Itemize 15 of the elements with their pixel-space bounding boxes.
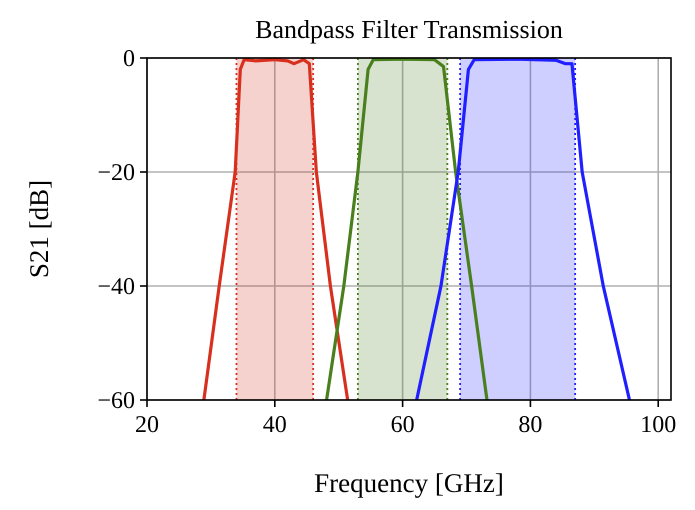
x-tick-label: 80 (518, 412, 542, 438)
chart-title: Bandpass Filter Transmission (255, 15, 563, 44)
x-tick-label: 60 (390, 412, 415, 438)
y-axis-title: S21 [dB] (24, 180, 54, 278)
line-series (202, 58, 350, 400)
x-axis-title: Frequency [GHz] (314, 468, 504, 498)
line-series (324, 58, 489, 400)
y-tick-label: −60 (97, 388, 135, 414)
x-tick-label: 100 (640, 412, 676, 438)
y-tick-label: −20 (97, 160, 135, 186)
x-tick-label: 20 (135, 412, 159, 438)
x-tick-label: 40 (262, 412, 287, 438)
y-tick-label: −40 (97, 274, 135, 300)
line-series (415, 58, 632, 400)
y-tick-label: 0 (123, 46, 135, 72)
